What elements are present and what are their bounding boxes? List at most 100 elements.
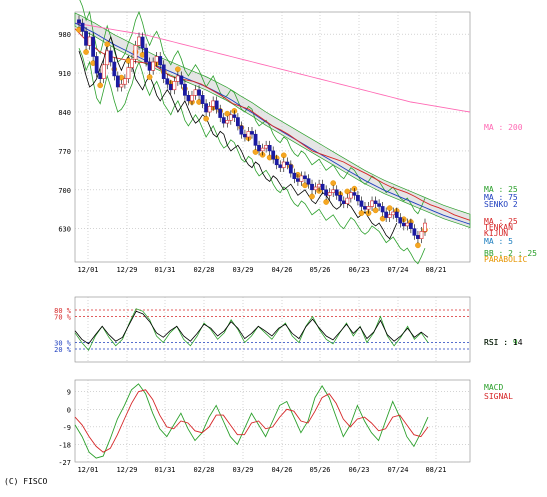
candle-body [151, 61, 156, 71]
panel-frame [74, 11, 471, 263]
candle-body [193, 89, 198, 96]
legend-label: SIGNAL [484, 392, 513, 401]
candle-body [384, 211, 389, 218]
candle-body [288, 164, 293, 174]
candle-body [394, 211, 399, 218]
candle-body [264, 145, 269, 149]
candle-body [345, 197, 350, 204]
series-line-2 [74, 28, 471, 221]
parabolic-dot [104, 41, 111, 48]
candle-body [87, 36, 92, 46]
candle-body [416, 235, 420, 239]
candle-body [405, 222, 410, 227]
legend-label: KIJUN [484, 229, 508, 238]
legend-label: RSI : 9 [484, 338, 518, 347]
x-tick-label: 05/26 [309, 466, 330, 474]
panel-frame [74, 296, 471, 363]
candle-body [77, 19, 81, 24]
candle-body [391, 211, 396, 216]
y-tick-label: 80 % [54, 307, 72, 315]
x-tick-label: 12/29 [116, 266, 137, 274]
y-tick-label: 700 [58, 187, 71, 195]
legend-label: RSI : 14 [484, 338, 523, 347]
legend-label: MA : 25 [484, 185, 518, 194]
legend-label: TENKAN [484, 223, 513, 232]
x-tick-label: 06/23 [348, 266, 369, 274]
candle-body [366, 206, 371, 210]
candle-body [168, 83, 173, 91]
parabolic-dot [386, 205, 393, 211]
rsi-line-0 [74, 308, 429, 352]
ichimoku-cloud [74, 12, 471, 229]
x-tick-label: 07/24 [387, 466, 408, 474]
candle-body [285, 161, 290, 166]
x-tick-label: 02/28 [193, 266, 214, 274]
candle-body [281, 161, 286, 168]
candle-body [274, 158, 279, 166]
candle-body [204, 103, 209, 113]
candle-body [419, 231, 424, 239]
legend-label: MA : 75 [484, 193, 518, 202]
parabolic-dot [309, 193, 315, 200]
x-tick-label: 03/29 [232, 266, 253, 274]
x-tick-label: 05/26 [309, 266, 330, 274]
legend-label: SENKO 2 [484, 200, 518, 209]
candle-body [348, 192, 353, 199]
legend-label: MA : 5 [484, 237, 513, 246]
candle-body [207, 106, 212, 113]
x-tick-label: 07/24 [387, 266, 408, 274]
rsi-line-1 [74, 310, 429, 345]
x-tick-label: 12/01 [77, 266, 98, 274]
candle-body [130, 58, 134, 68]
y-tick-label: -9 [63, 424, 71, 432]
candle-body [278, 164, 283, 168]
candle-body [154, 56, 159, 63]
y-tick-label: 70 % [54, 314, 72, 322]
parabolic-dot [203, 115, 209, 122]
parabolic-dot [146, 74, 153, 80]
y-tick-label: 840 [58, 109, 71, 117]
candle-body [341, 200, 346, 204]
x-tick-label: 12/01 [77, 466, 98, 474]
candle-body [214, 100, 219, 110]
candle-body [423, 222, 427, 232]
candle-body [197, 89, 201, 96]
candle-body [115, 75, 120, 88]
candle-body [221, 117, 226, 124]
bollinger-upper-line [79, 0, 426, 215]
y-tick-label: 910 [58, 70, 71, 78]
y-tick-label: 980 [58, 31, 71, 39]
candle-body [179, 75, 184, 85]
bollinger-lower-line [78, 47, 426, 265]
candle-body [158, 56, 163, 66]
x-tick-label: 02/28 [193, 466, 214, 474]
candle-body [352, 192, 357, 196]
candle-body [324, 189, 329, 196]
y-tick-label: 20 % [54, 346, 72, 354]
candle-body [91, 36, 96, 57]
candle-body [334, 189, 339, 196]
candle-body [250, 131, 254, 135]
y-tick-label: -27 [58, 459, 71, 467]
candle-body [246, 131, 251, 138]
y-tick-label: 770 [58, 148, 71, 156]
candle-body [320, 183, 325, 191]
candle-body [126, 67, 131, 79]
macd-line-1 [74, 389, 429, 453]
candle-body [303, 175, 307, 179]
candle-body [331, 189, 336, 193]
candle-body [119, 83, 124, 88]
x-tick-label: 08/21 [425, 466, 446, 474]
candle-body [306, 178, 311, 185]
x-tick-label: 04/26 [271, 466, 292, 474]
candle-body [401, 222, 406, 227]
candle-body [356, 195, 360, 202]
candle-body [243, 133, 247, 138]
legend-label: MA : 25 [484, 217, 518, 226]
macd-line-0 [74, 383, 429, 459]
y-tick-label: 630 [58, 226, 71, 234]
candle-body [239, 125, 244, 135]
candle-body [359, 200, 364, 207]
candle-body [122, 78, 127, 85]
